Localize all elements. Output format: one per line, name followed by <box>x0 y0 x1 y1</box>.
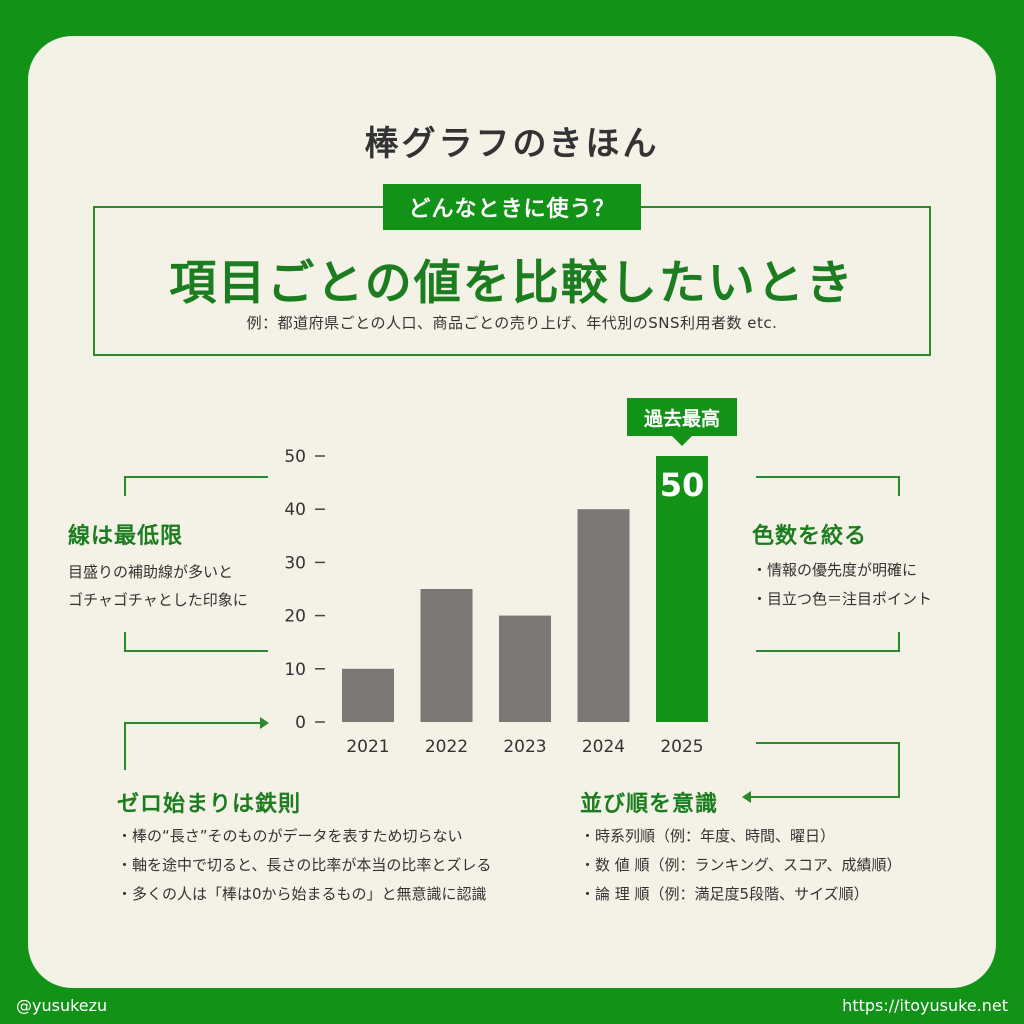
order-note-list: 時系列順（例：年度、時間、曜日） 数 値 順（例：ランキング、スコア、成績順） … <box>580 822 902 909</box>
gridlines-note-text: 目盛りの補助線が多いと ゴチャゴチャとした印象に <box>68 558 248 614</box>
frame-left <box>93 206 95 356</box>
zero-arrow-v <box>124 722 126 770</box>
zero-arrow-head-icon <box>260 717 269 729</box>
zero-note-list: 棒の“長さ”そのものがデータを表すため切らない 軸を途中で切ると、長さの比率が本… <box>117 822 491 909</box>
badge-pointer-icon <box>672 436 692 446</box>
frame-right <box>929 206 931 356</box>
list-item: 情報の優先度が明確に <box>752 556 932 585</box>
zero-note-title: ゼロ始まりは鉄則 <box>117 792 302 817</box>
gridlines-note-line: ゴチャゴチャとした印象に <box>68 591 248 609</box>
order-arrow-head-icon <box>742 791 751 803</box>
list-item: 時系列順（例：年度、時間、曜日） <box>580 822 902 851</box>
bracket-right-top-v <box>898 476 900 496</box>
order-arrow-h-bottom <box>750 796 900 798</box>
usage-tag: どんなときに使う？ <box>383 184 641 230</box>
frame-bottom <box>93 354 931 356</box>
gridlines-note-title: 線は最低限 <box>68 524 184 549</box>
page-title: 棒グラフのきほん <box>364 124 660 164</box>
author-handle: @yusukezu <box>16 996 108 1015</box>
order-note-title: 並び順を意識 <box>580 792 719 817</box>
order-arrow-h-top <box>756 742 900 744</box>
record-high-badge: 過去最高 <box>627 398 737 436</box>
bracket-left-top-h <box>124 476 268 478</box>
colors-note-title: 色数を絞る <box>752 524 868 549</box>
colors-note-list: 情報の優先度が明確に 目立つ色＝注目ポイント <box>752 556 932 614</box>
bracket-right-bottom-v <box>898 632 900 652</box>
headline: 項目ごとの値を比較したいとき <box>169 256 855 311</box>
bracket-right-bottom-h <box>756 650 900 652</box>
list-item: 論 理 順（例：満足度5段階、サイズ順） <box>580 880 902 909</box>
bracket-left-top-v <box>124 476 126 496</box>
list-item: 数 値 順（例：ランキング、スコア、成績順） <box>580 851 902 880</box>
example-text: 例：都道府県ごとの人口、商品ごとの売り上げ、年代別のSNS利用者数 etc. <box>246 314 778 332</box>
zero-arrow-h <box>124 722 262 724</box>
bracket-left-bottom-v <box>124 632 126 652</box>
order-arrow-v <box>898 742 900 798</box>
list-item: 多くの人は「棒は0から始まるもの」と無意識に認識 <box>117 880 491 909</box>
frame-top-right <box>641 206 931 208</box>
bracket-left-bottom-h <box>124 650 268 652</box>
gridlines-note-line: 目盛りの補助線が多いと <box>68 563 234 581</box>
list-item: 目立つ色＝注目ポイント <box>752 585 932 614</box>
frame-top-left <box>93 206 383 208</box>
list-item: 軸を途中で切ると、長さの比率が本当の比率とズレる <box>117 851 491 880</box>
site-url: https://itoyusuke.net <box>842 996 1008 1015</box>
bracket-right-top-h <box>756 476 900 478</box>
list-item: 棒の“長さ”そのものがデータを表すため切らない <box>117 822 491 851</box>
